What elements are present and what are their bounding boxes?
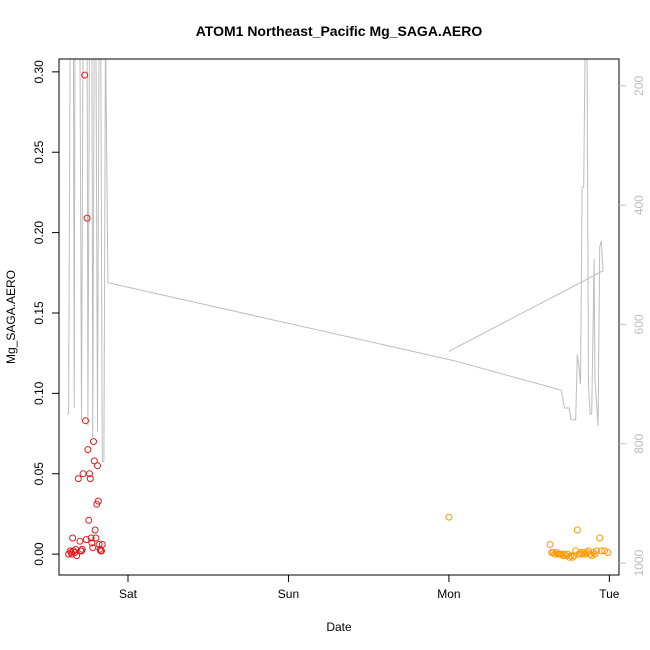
x-axis: Sat Sun Mon Tue xyxy=(119,574,620,601)
data-point xyxy=(580,549,588,556)
data-point xyxy=(570,552,578,560)
data-point xyxy=(86,470,93,478)
data-point xyxy=(597,547,605,555)
data-point xyxy=(573,526,581,534)
altitude-line-layer xyxy=(67,59,604,463)
y-axis-label: Mg_SAGA.AERO xyxy=(4,270,18,364)
data-point xyxy=(90,438,97,446)
data-point xyxy=(604,549,612,556)
x-axis-label: Date xyxy=(326,620,352,634)
data-point xyxy=(89,544,97,552)
y-tick-label: 0.30 xyxy=(32,60,46,84)
data-point xyxy=(83,214,91,222)
y-tick-label: 0.20 xyxy=(32,221,46,245)
data-point xyxy=(69,534,77,542)
data-points-layer xyxy=(65,71,612,561)
data-point xyxy=(565,553,573,561)
chart-title: ATOM1 Northeast_Pacific Mg_SAGA.AERO xyxy=(196,23,483,39)
x-tick-label: Mon xyxy=(437,587,460,601)
y2-tick-label: 200 xyxy=(632,76,646,96)
data-point xyxy=(560,550,568,558)
data-point xyxy=(84,446,92,454)
data-point xyxy=(74,475,82,483)
plot-frame xyxy=(58,58,620,576)
y2-tick-label: 1000 xyxy=(632,549,646,576)
y-axis-left: 0.00 0.05 0.10 0.15 0.20 0.25 0.30 xyxy=(32,60,59,566)
data-point xyxy=(91,526,99,534)
y-tick-label: 0.05 xyxy=(32,462,46,486)
altitude-line xyxy=(67,59,604,463)
y2-tick-label: 800 xyxy=(632,433,646,453)
data-point xyxy=(94,462,101,470)
data-point xyxy=(596,534,604,542)
data-point xyxy=(79,470,87,478)
data-point xyxy=(76,537,84,545)
data-point xyxy=(445,513,453,521)
data-point xyxy=(85,516,93,524)
y-tick-label: 0.10 xyxy=(32,381,46,405)
x-tick-label: Sat xyxy=(119,587,138,601)
data-point xyxy=(90,457,98,465)
data-point xyxy=(567,552,575,560)
data-point xyxy=(546,541,554,548)
data-point xyxy=(78,545,86,553)
data-point xyxy=(86,475,94,483)
data-point xyxy=(95,541,103,548)
y2-tick-label: 600 xyxy=(632,314,646,334)
x-tick-label: Sun xyxy=(278,587,299,601)
y-axis-right: 200 400 600 800 1000 xyxy=(619,76,646,576)
y-tick-label: 0.15 xyxy=(32,301,46,325)
y-tick-label: 0.00 xyxy=(32,542,46,566)
data-point xyxy=(81,71,89,79)
data-point xyxy=(98,541,106,548)
y2-tick-label: 400 xyxy=(632,195,646,215)
data-point xyxy=(593,547,600,555)
data-point xyxy=(559,552,567,560)
y-tick-label: 0.25 xyxy=(32,140,46,164)
data-point xyxy=(88,539,96,547)
data-point xyxy=(562,552,570,560)
data-point xyxy=(73,552,81,560)
data-point xyxy=(569,553,576,561)
data-point xyxy=(92,534,100,542)
data-point xyxy=(82,536,90,544)
x-tick-label: Tue xyxy=(599,587,620,601)
data-point xyxy=(549,549,557,556)
data-point xyxy=(94,497,102,505)
data-point xyxy=(87,534,95,542)
data-point xyxy=(82,417,89,425)
data-point xyxy=(578,550,586,558)
